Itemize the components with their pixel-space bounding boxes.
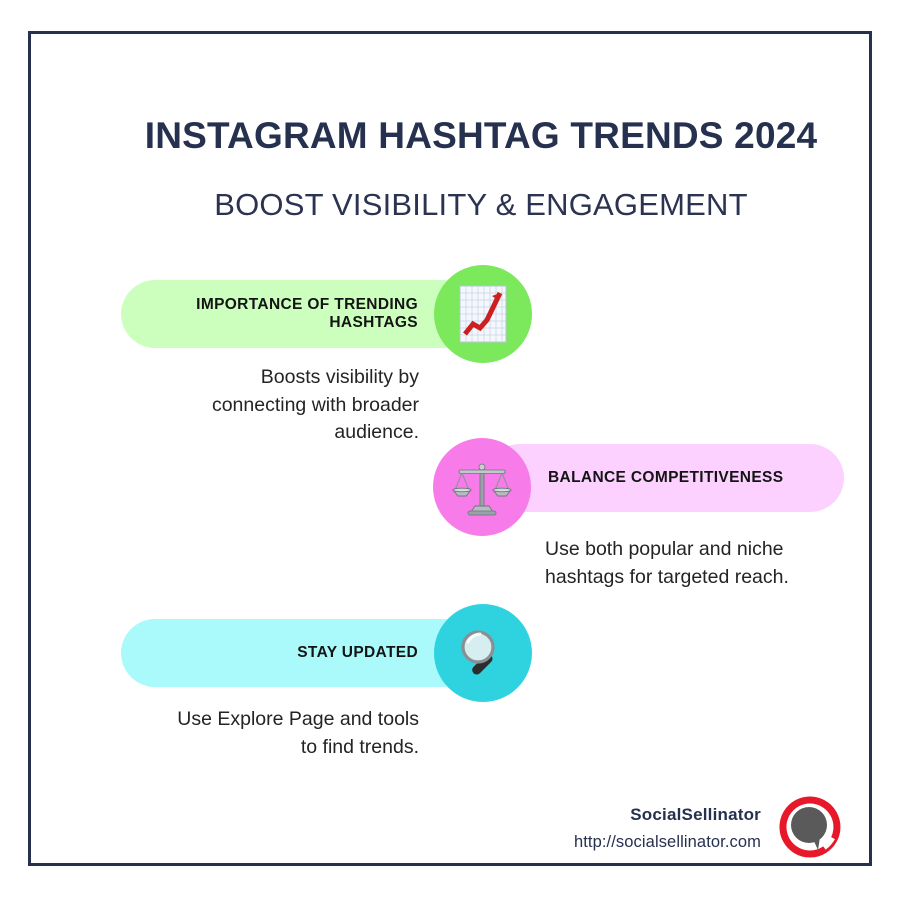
section-badge-balance-competitiveness[interactable] (433, 438, 531, 536)
page-subtitle: BOOST VISIBILITY & ENGAGEMENT (214, 187, 748, 222)
section-body-balance-competitiveness: Use both popular and niche hashtags for … (545, 538, 789, 588)
infographic-frame: INSTAGRAM HASHTAG TRENDS 2024 BOOST VISI… (28, 31, 872, 866)
page-title: INSTAGRAM HASHTAG TRENDS 2024 (144, 115, 818, 156)
section-label-balance-competitiveness: BALANCE COMPETITIVENESS (548, 468, 784, 486)
section-body-importance-of-trending-hashtags: Boosts visibility by connecting with bro… (211, 366, 419, 444)
socialsellinator-speech-bubble-logo-icon (779, 796, 841, 858)
section-label-importance-of-trending-hashtags: IMPORTANCE OF TRENDING HASHTAGS (196, 295, 418, 331)
brand-name: SocialSellinator (630, 805, 761, 824)
section-label-stay-updated: STAY UPDATED (297, 643, 418, 661)
chart-increasing-icon (456, 284, 510, 344)
section-pill-stay-updated[interactable]: STAY UPDATED (121, 619, 476, 687)
brand-url[interactable]: http://socialsellinator.com (573, 833, 761, 851)
balance-scale-icon (451, 456, 513, 518)
section-badge-importance-of-trending-hashtags[interactable] (434, 265, 532, 363)
section-pill-balance-competitiveness[interactable]: BALANCE COMPETITIVENESS (486, 444, 844, 512)
magnifying-glass-icon (454, 624, 512, 682)
section-body-stay-updated: Use Explore Page and tools to find trend… (177, 708, 419, 758)
section-pill-importance-of-trending-hashtags[interactable]: IMPORTANCE OF TRENDING HASHTAGS (121, 280, 476, 348)
section-badge-stay-updated[interactable] (434, 604, 532, 702)
